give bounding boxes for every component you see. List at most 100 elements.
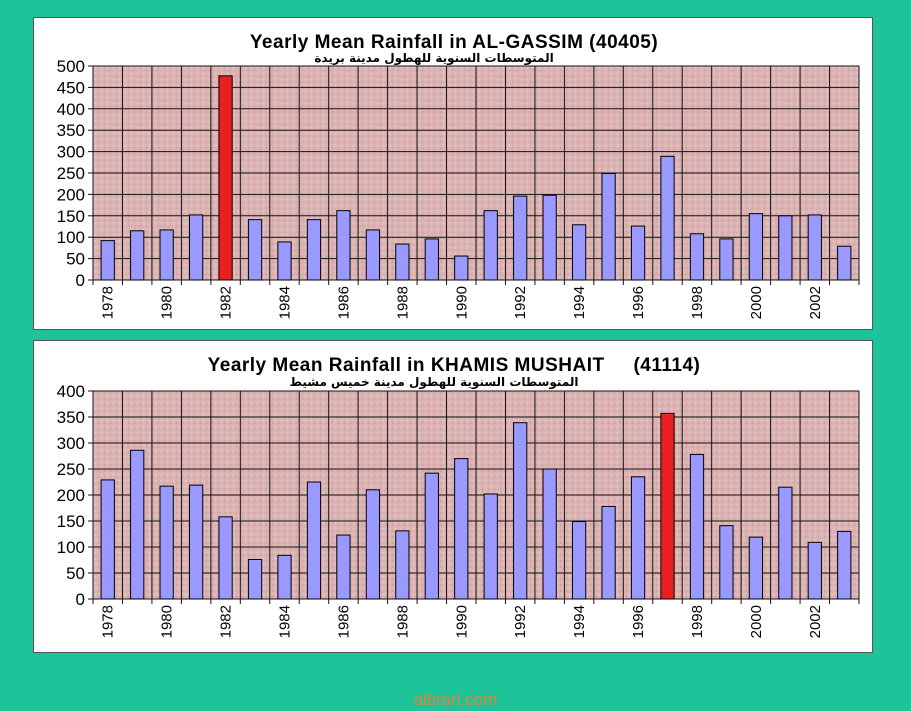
bar-1986 xyxy=(336,534,351,600)
y-tick-label: 300 xyxy=(57,434,85,453)
x-tick-label: 1994 xyxy=(571,286,588,319)
bar-1988 xyxy=(395,530,410,600)
x-tick-label: 1996 xyxy=(630,605,647,638)
bar-1998 xyxy=(689,453,705,600)
chart-panel-al-gassim: Yearly Mean Rainfall in AL-GASSIM (40405… xyxy=(33,17,873,330)
bar-1984 xyxy=(277,554,292,600)
bar-2000 xyxy=(748,213,764,281)
bar-1982 xyxy=(218,75,233,281)
watermark: albrari.com xyxy=(413,690,498,709)
y-tick-label: 200 xyxy=(57,185,85,204)
x-tick-label: 1998 xyxy=(689,286,706,319)
bar-1993 xyxy=(542,468,557,600)
bar-1992 xyxy=(513,422,528,600)
x-tick-label: 1996 xyxy=(630,286,647,319)
y-tick-label: 350 xyxy=(57,408,85,427)
y-tick-label: 200 xyxy=(57,486,85,505)
x-tick-label: 1978 xyxy=(100,605,117,638)
bar-2001 xyxy=(778,215,793,281)
y-tick-label: 300 xyxy=(57,143,85,162)
y-tick-label: 500 xyxy=(57,57,85,76)
rainfall-chart-al-gassim: Yearly Mean Rainfall in AL-GASSIM (40405… xyxy=(57,32,860,319)
y-tick-label: 50 xyxy=(66,250,85,269)
bar-2000 xyxy=(748,536,764,600)
y-tick-label: 50 xyxy=(66,564,85,583)
bar-1985 xyxy=(306,481,322,600)
bar-1983 xyxy=(247,558,263,600)
bar-1999 xyxy=(719,525,734,600)
y-tick-label: 450 xyxy=(57,78,85,97)
x-tick-label: 1978 xyxy=(100,286,117,319)
bar-1995 xyxy=(601,505,616,600)
x-tick-label: 2002 xyxy=(807,605,824,638)
bar-1978 xyxy=(100,240,115,281)
y-tick-label: 400 xyxy=(57,382,85,401)
bar-2001 xyxy=(778,486,793,600)
bar-1994 xyxy=(571,521,587,600)
y-tick-label: 150 xyxy=(57,207,85,226)
bar-1994 xyxy=(571,224,587,281)
x-tick-label: 1988 xyxy=(394,605,411,638)
x-tick-label: 1982 xyxy=(218,605,235,638)
chart-panel-khamis-mushait: Yearly Mean Rainfall in KHAMIS MUSHAIT (… xyxy=(33,340,873,653)
bar-1989 xyxy=(424,472,439,600)
bar-1980 xyxy=(159,485,174,600)
bar-1984 xyxy=(277,241,292,281)
bar-1997 xyxy=(660,155,675,281)
bar-1998 xyxy=(689,233,705,281)
chart-title: Yearly Mean Rainfall in AL-GASSIM (40405… xyxy=(250,32,658,53)
y-tick-label: 0 xyxy=(76,271,85,290)
rainfall-chart-khamis-mushait: Yearly Mean Rainfall in KHAMIS MUSHAIT (… xyxy=(57,355,860,638)
bar-1981 xyxy=(188,484,204,600)
bar-1996 xyxy=(630,476,646,600)
bar-1981 xyxy=(188,214,204,281)
bar-1990 xyxy=(454,458,469,600)
bar-1983 xyxy=(247,219,263,281)
chart-subtitle: المتوسطات السنوية للهطول مدينة خميس مشيط xyxy=(289,375,578,390)
bar-1978 xyxy=(100,479,115,600)
y-tick-label: 150 xyxy=(57,512,85,531)
x-tick-label: 1992 xyxy=(512,605,529,638)
bar-2003 xyxy=(837,530,852,600)
bar-1982 xyxy=(218,516,233,600)
x-tick-label: 2000 xyxy=(748,286,765,319)
x-tick-label: 1988 xyxy=(394,286,411,319)
y-tick-label: 350 xyxy=(57,121,85,140)
chart-subtitle: المتوسطات السنوية للهطول مدينة بريدة xyxy=(314,51,553,66)
x-tick-label: 1998 xyxy=(689,605,706,638)
x-tick-label: 1986 xyxy=(335,605,352,638)
bar-1989 xyxy=(424,238,439,281)
bar-1991 xyxy=(483,493,498,600)
x-tick-label: 2002 xyxy=(807,286,824,319)
bar-1980 xyxy=(159,229,174,281)
bar-1979 xyxy=(130,230,145,281)
bar-1988 xyxy=(395,243,410,281)
bar-1996 xyxy=(630,225,646,281)
bar-1992 xyxy=(513,195,528,281)
y-tick-label: 400 xyxy=(57,100,85,119)
x-tick-label: 1982 xyxy=(218,286,235,319)
x-tick-label: 1980 xyxy=(159,286,176,319)
chart-title: Yearly Mean Rainfall in KHAMIS MUSHAIT (… xyxy=(208,355,701,376)
bar-1979 xyxy=(130,449,145,600)
bar-1987 xyxy=(365,489,381,600)
y-tick-label: 100 xyxy=(57,538,85,557)
bar-2002 xyxy=(807,541,822,600)
x-tick-label: 1984 xyxy=(277,605,294,638)
bar-2002 xyxy=(807,214,822,281)
bar-2003 xyxy=(837,245,852,281)
bar-1993 xyxy=(542,194,557,281)
x-tick-label: 1984 xyxy=(277,286,294,319)
bar-1990 xyxy=(454,255,469,281)
bar-1991 xyxy=(483,210,498,281)
bar-1987 xyxy=(365,229,381,281)
x-tick-label: 1992 xyxy=(512,286,529,319)
x-tick-label: 1986 xyxy=(335,286,352,319)
bar-1986 xyxy=(336,210,351,281)
y-tick-label: 100 xyxy=(57,228,85,247)
x-tick-label: 1990 xyxy=(453,286,470,319)
bar-1985 xyxy=(306,219,322,281)
x-tick-label: 1980 xyxy=(159,605,176,638)
bar-1995 xyxy=(601,172,616,281)
x-tick-label: 1994 xyxy=(571,605,588,638)
